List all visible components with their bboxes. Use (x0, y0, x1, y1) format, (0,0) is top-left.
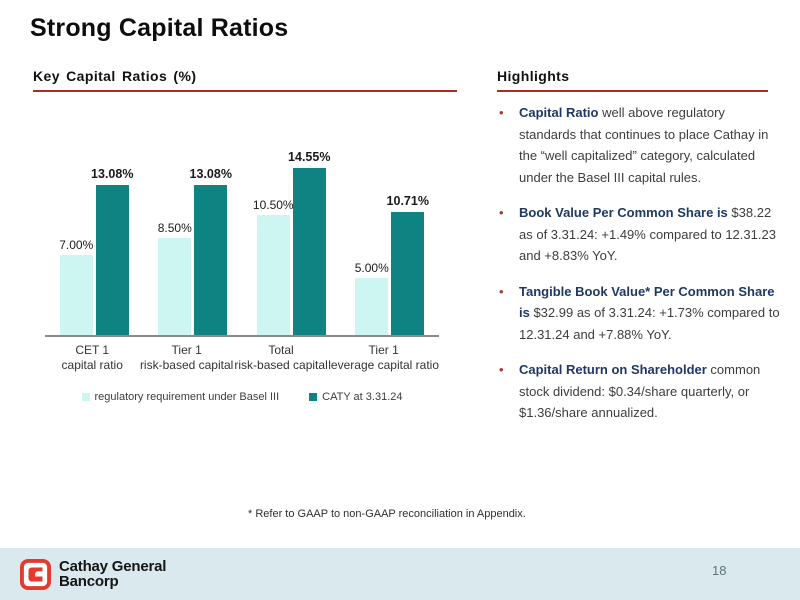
chart-panel-header: Key Capital Ratios (%) (33, 68, 457, 92)
bar-caty: 14.55% (288, 150, 330, 335)
bullet-dot-icon: • (499, 205, 504, 220)
bar-group: 10.50% 14.55% (242, 150, 341, 335)
legend-swatch-icon (309, 393, 318, 401)
category-label: CET 1 capital ratio (61, 343, 123, 372)
highlight-bullet: • Book Value Per Common Share is $38.22 a… (497, 202, 781, 267)
legend-swatch-icon (81, 393, 90, 401)
highlight-bullet: • Capital Return on Shareholder common st… (497, 359, 781, 424)
bullet-dot-icon: • (499, 283, 504, 299)
bar-value-label: 10.71% (386, 194, 429, 209)
chart-legend: regulatory requirement under Basel III CA… (45, 391, 439, 403)
bullet-body-text: well above regulatory standards that con… (519, 105, 769, 185)
bar-caty: 13.08% (91, 167, 133, 335)
category-label: Tier 1 leverage capital ratio (328, 343, 439, 372)
chart-panel-title: Key Capital Ratios (%) (33, 68, 197, 84)
category-label: Tier 1 risk-based capital (139, 343, 234, 372)
bullet-lead-text: Tangible Book Value* Per Common Share is (519, 283, 775, 321)
footer-logo-text: Cathay General Bancorp (59, 557, 167, 590)
capital-ratios-chart: 7.00% 13.08% 8.50% 13.08% 10.50% 14.55% 5.00% 1… (45, 140, 439, 403)
bar-value-label: 14.55% (288, 150, 331, 165)
bar-regulatory-requirement: 7.00% (59, 238, 93, 335)
legend-item: CATY at 3.31.24 (309, 391, 402, 403)
bar-value-label: 5.00% (354, 260, 389, 275)
gaap-footnote: * Refer to GAAP to non-GAAP reconciliati… (248, 508, 526, 520)
bar-regulatory-requirement: 8.50% (158, 221, 192, 335)
bar-group: 5.00% 10.71% (341, 194, 440, 335)
bullet-body-text: $32.99 as of 3.31.24: +1.73% compared to… (519, 305, 780, 342)
footer-logo-line2: Bancorp (59, 573, 119, 590)
bar-group: 8.50% 13.08% (144, 167, 243, 335)
bullet-lead-text: Capital Ratio (519, 105, 599, 120)
highlight-bullet: • Tangible Book Value* Per Common Share i… (497, 281, 781, 346)
highlights-header: Highlights (497, 68, 768, 92)
bar-caty: 10.71% (387, 194, 429, 335)
footer-band: Cathay General Bancorp 18 (0, 548, 800, 600)
bullet-lead-text: Book Value Per Common Share is (519, 205, 728, 220)
bullet-body-text: common stock dividend: $0.34/share quart… (519, 362, 761, 420)
highlights-list: • Capital Ratio well above regulatory sta… (497, 102, 781, 438)
bullet-lead-text: Capital Return on Shareholder (519, 362, 707, 377)
bullet-body-text: $38.22 as of 3.31.24: +1.49% compared to… (519, 205, 776, 263)
category-label: Total risk-based capital (234, 343, 328, 372)
bar-caty: 13.08% (190, 167, 232, 335)
page-number: 18 (712, 563, 727, 578)
legend-label: regulatory requirement under Basel III (94, 391, 280, 403)
chart-category-labels: CET 1 capital ratio Tier 1 risk-based capit… (45, 337, 439, 373)
bar-group: 7.00% 13.08% (45, 167, 144, 335)
bar-value-label: 8.50% (157, 220, 192, 235)
bar-value-label: 13.08% (189, 167, 232, 181)
footer-logo-line1: Cathay General (59, 557, 167, 575)
bar-value-label: 13.08% (91, 167, 134, 181)
bullet-dot-icon: • (499, 105, 504, 120)
bar-regulatory-requirement: 5.00% (355, 261, 389, 335)
cathay-logo-icon (20, 558, 51, 590)
highlight-bullet: • Capital Ratio well above regulatory sta… (497, 102, 781, 188)
chart-plot-area: 7.00% 13.08% 8.50% 13.08% 10.50% 14.55% 5.00% 1… (45, 140, 439, 337)
bar-regulatory-requirement: 10.50% (253, 198, 294, 335)
bullet-dot-icon: • (499, 362, 504, 377)
page-title: Strong Capital Ratios (30, 14, 289, 42)
bar-value-label: 10.50% (252, 197, 294, 212)
highlights-title: Highlights (497, 68, 570, 84)
legend-item: regulatory requirement under Basel III (81, 391, 280, 403)
bar-value-label: 7.00% (59, 237, 94, 252)
legend-label: CATY at 3.31.24 (322, 391, 403, 403)
